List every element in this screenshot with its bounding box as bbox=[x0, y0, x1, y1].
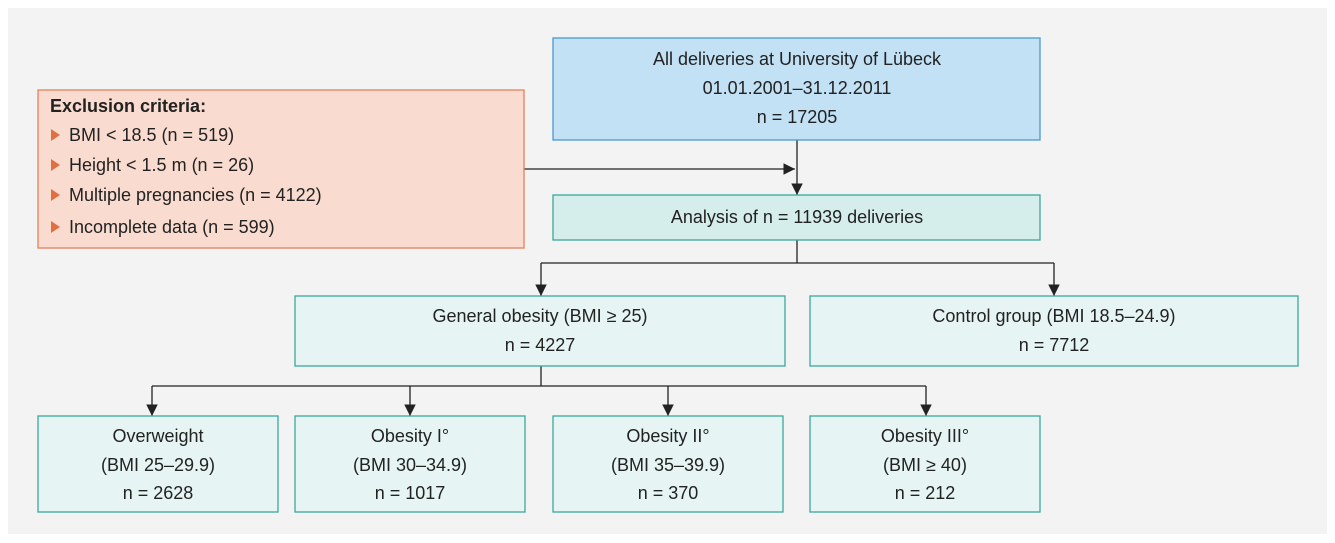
group-line: n = 7712 bbox=[1019, 335, 1090, 355]
analysis-label: Analysis of n = 11939 deliveries bbox=[671, 207, 923, 227]
subgroup-line: n = 212 bbox=[895, 483, 956, 503]
source-node: All deliveries at University of Lübeck 0… bbox=[552, 37, 1041, 141]
bullet bbox=[51, 159, 60, 171]
bullet bbox=[51, 221, 60, 233]
subgroup-line: n = 1017 bbox=[375, 483, 446, 503]
subgroup-line: (BMI 35–39.9) bbox=[611, 455, 725, 475]
group-node: Control group (BMI 18.5–24.9) n = 7712 bbox=[809, 295, 1299, 367]
subgroup-node: Overweight (BMI 25–29.9) n = 2628 bbox=[37, 415, 279, 513]
group-line: n = 4227 bbox=[505, 335, 576, 355]
connectors bbox=[146, 140, 1060, 416]
group-node: General obesity (BMI ≥ 25) n = 4227 bbox=[294, 295, 786, 367]
exclusion-item: Incomplete data (n = 599) bbox=[69, 217, 275, 237]
exclusion-title: Exclusion criteria: bbox=[50, 96, 206, 116]
exclusion-node: Exclusion criteria: BMI < 18.5 (n = 519)… bbox=[37, 89, 525, 249]
subgroup-line: (BMI ≥ 40) bbox=[883, 455, 967, 475]
group-line: Control group (BMI 18.5–24.9) bbox=[932, 306, 1175, 326]
subgroup-node: Obesity III° (BMI ≥ 40) n = 212 bbox=[809, 415, 1041, 513]
subgroup-line: n = 2628 bbox=[123, 483, 194, 503]
exclusion-item: BMI < 18.5 (n = 519) bbox=[69, 125, 234, 145]
exclusion-item: Height < 1.5 m (n = 26) bbox=[69, 155, 254, 175]
subgroup-line: Obesity III° bbox=[881, 426, 969, 446]
subgroup-line: (BMI 30–34.9) bbox=[353, 455, 467, 475]
bullet bbox=[51, 189, 60, 201]
subgroup-line: Obesity I° bbox=[371, 426, 449, 446]
group-line: General obesity (BMI ≥ 25) bbox=[433, 306, 648, 326]
subgroup-node: Obesity II° (BMI 35–39.9) n = 370 bbox=[552, 415, 784, 513]
subgroup-node: Obesity I° (BMI 30–34.9) n = 1017 bbox=[294, 415, 526, 513]
subgroup-line: n = 370 bbox=[638, 483, 699, 503]
exclusion-item: Multiple pregnancies (n = 4122) bbox=[69, 185, 322, 205]
analysis-node: Analysis of n = 11939 deliveries bbox=[552, 194, 1041, 241]
subgroup-line: Obesity II° bbox=[626, 426, 709, 446]
bullet bbox=[51, 129, 60, 141]
subgroup-line: (BMI 25–29.9) bbox=[101, 455, 215, 475]
source-line: 01.01.2001–31.12.2011 bbox=[703, 78, 892, 98]
source-line: All deliveries at University of Lübeck bbox=[653, 49, 942, 69]
subgroup-line: Overweight bbox=[112, 426, 203, 446]
source-line: n = 17205 bbox=[757, 107, 838, 127]
